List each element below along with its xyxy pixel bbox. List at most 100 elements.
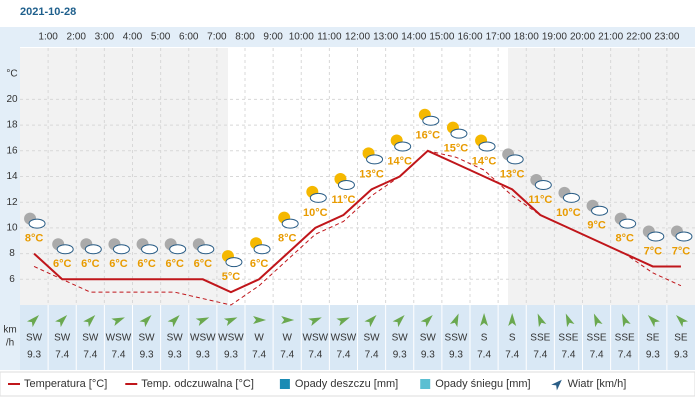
cloud-icon: [225, 257, 243, 268]
wind-arrow-shape: [622, 313, 631, 328]
wind-direction: W: [254, 333, 264, 344]
wind-direction: SW: [420, 333, 437, 344]
wind-direction: S: [481, 333, 488, 344]
wind-speed: 7.4: [55, 350, 69, 361]
temp-label: 14°C: [472, 155, 497, 167]
hour-label: 7:00: [207, 32, 227, 43]
wind-arrow: [622, 313, 631, 328]
wind-direction: SW: [26, 333, 43, 344]
wind-arrow: [449, 313, 459, 328]
wind-arrow-shape: [537, 313, 547, 328]
wind-speed: 7.4: [590, 350, 604, 361]
temp-label: 6°C: [137, 258, 156, 270]
temp-label: 14°C: [387, 155, 412, 167]
legend-label: Temperatura [°C]: [24, 378, 107, 390]
cloud-icon: [337, 180, 355, 191]
wind-arrow-shape: [281, 316, 295, 324]
wind-arrow: [364, 315, 377, 328]
wind-arrow: [593, 313, 603, 328]
wind-arrow-shape: [26, 315, 40, 328]
wind-speed: 9.3: [646, 350, 660, 361]
wind-arrow: [336, 317, 350, 326]
wind-direction: WSW: [331, 333, 357, 344]
wind-speed: 9.3: [393, 350, 407, 361]
wind-arrow-shape: [675, 315, 689, 328]
wind-arrow-shape: [480, 313, 489, 326]
hour-label: 10:00: [289, 32, 314, 43]
wind-speed: 7.4: [561, 350, 575, 361]
series-line: [33, 150, 682, 306]
wind-direction: SW: [167, 333, 184, 344]
wind-arrow-shape: [364, 315, 377, 328]
temp-label: 8°C: [278, 233, 297, 245]
wind-speed: 9.3: [196, 350, 210, 361]
wind-arrow-shape: [593, 313, 603, 328]
wind-unit: km: [3, 325, 16, 336]
wind-direction: SSE: [615, 333, 635, 344]
temp-label: 6°C: [194, 258, 213, 270]
wind-direction: SW: [82, 333, 99, 344]
legend-label: Temp. odczuwalna [°C]: [141, 378, 254, 390]
hour-label: 5:00: [151, 32, 171, 43]
wind-direction: SE: [646, 333, 660, 344]
wind-arrow-shape: [195, 317, 210, 326]
hour-label: 17:00: [486, 32, 511, 43]
wind-direction: SW: [392, 333, 409, 344]
wind-direction: SSE: [558, 333, 578, 344]
wind-arrow: [111, 317, 125, 326]
temp-label: 9°C: [587, 220, 606, 232]
temp-label: 6°C: [53, 258, 72, 270]
legend-swatch: [420, 379, 431, 389]
legend-wind-icon: [551, 379, 562, 391]
temp-label: 11°C: [528, 194, 552, 206]
legend-swatch: [279, 379, 290, 389]
wind-arrow: [167, 315, 180, 328]
wind-arrow-shape: [449, 313, 459, 328]
cloud-icon: [478, 141, 496, 152]
hour-label: 23:00: [654, 32, 679, 43]
wind-speed: 9.3: [224, 350, 238, 361]
wind-arrow: [55, 315, 68, 328]
wind-arrow: [139, 315, 152, 328]
cloud-icon: [84, 244, 102, 255]
wind-direction: SE: [674, 333, 688, 344]
temp-label: 13°C: [500, 168, 525, 180]
wind-arrow: [480, 313, 489, 326]
y-tick-label: 20: [6, 94, 18, 105]
cloud-icon: [197, 244, 215, 255]
cloud-icon: [112, 244, 130, 255]
wind-arrow: [83, 315, 96, 328]
cloud-icon: [675, 231, 693, 242]
cloud-icon: [619, 218, 637, 229]
wind-arrow-shape: [253, 316, 267, 324]
temp-label: 15°C: [444, 143, 469, 155]
wind-speed: 7.4: [111, 350, 125, 361]
hour-label: 18:00: [514, 32, 539, 43]
cloud-icon: [309, 192, 327, 203]
cloud-icon: [366, 154, 384, 165]
legend-label: Wiatr [km/h]: [568, 378, 627, 390]
wind-direction: SSE: [587, 333, 607, 344]
wind-arrow: [195, 317, 210, 326]
legend-label: Opady śniegu [mm]: [435, 378, 530, 390]
wind-direction: SSW: [445, 333, 468, 344]
wind-speed: 7.4: [336, 350, 350, 361]
wind-speed: 7.4: [365, 350, 379, 361]
hour-label: 11:00: [317, 32, 342, 43]
hour-label: 14:00: [401, 32, 426, 43]
wind-arrow-shape: [420, 315, 433, 328]
wind-direction: S: [509, 333, 516, 344]
y-unit: °C: [6, 69, 17, 80]
wind-arrow-shape: [139, 315, 152, 328]
wind-arrow-shape: [55, 315, 68, 328]
cloud-icon: [141, 244, 159, 255]
legend-box: [0, 371, 695, 397]
wind-speed: 9.3: [140, 350, 154, 361]
wind-speed: 7.4: [83, 350, 97, 361]
temp-label: 6°C: [81, 258, 100, 270]
wind-arrow-shape: [336, 317, 350, 326]
wind-arrow: [565, 313, 575, 328]
hour-label: 9:00: [263, 32, 283, 43]
hour-label: 2:00: [67, 32, 87, 43]
